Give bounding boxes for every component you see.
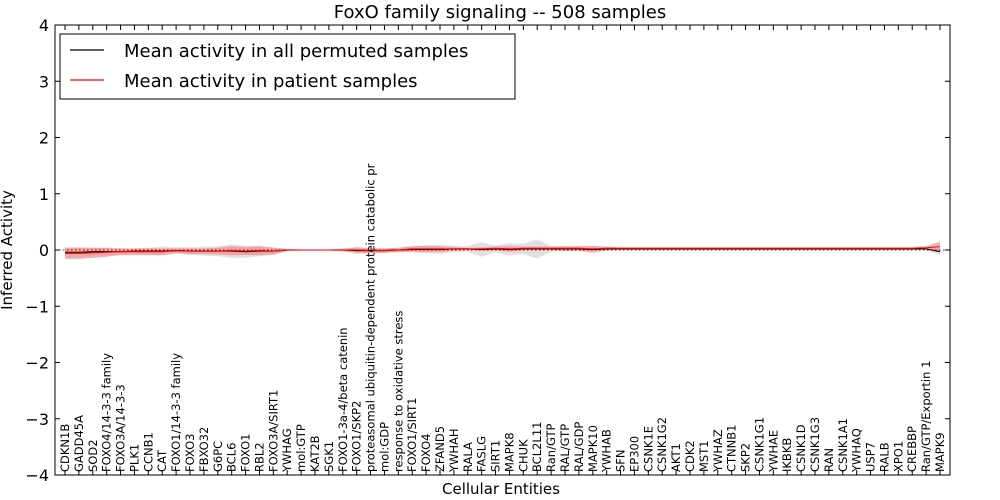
y-tick-label: 1 xyxy=(39,185,49,204)
x-tick-label: YWHAZ xyxy=(711,429,725,473)
x-tick-label: ZFAND5 xyxy=(433,426,447,472)
x-tick-label: CCNB1 xyxy=(141,432,155,472)
x-tick-label: RALA xyxy=(461,442,475,472)
x-tick-label: CSNK1E xyxy=(641,426,655,472)
x-tick-label: mol:GTP xyxy=(294,424,308,472)
x-tick-label: FOXO4/14-3-3 family xyxy=(100,353,114,472)
x-tick-label: FOXO3A/14-3-3 xyxy=(114,384,128,472)
x-tick-label: USP7 xyxy=(864,442,878,472)
y-tick-label: −4 xyxy=(25,466,49,485)
x-tick-label: CTNNB1 xyxy=(725,425,739,472)
legend-box xyxy=(59,33,516,100)
x-tick-label: BCL2L11 xyxy=(530,422,544,472)
x-tick-label: MAPK10 xyxy=(586,425,600,472)
x-tick-label: FOXO1/14-3-3 family xyxy=(169,353,183,472)
x-axis-label: Cellular Entities xyxy=(442,480,560,498)
x-tick-label: SGK1 xyxy=(322,441,336,472)
x-tick-label: MAPK8 xyxy=(502,432,516,472)
y-axis-label: Inferred Activity xyxy=(0,190,16,310)
x-tick-label: MST1 xyxy=(697,440,711,472)
x-tick-label: RBL2 xyxy=(252,442,266,472)
y-tick-label: −3 xyxy=(25,410,49,429)
legend: Mean activity in all permuted samples Me… xyxy=(59,33,516,100)
x-tick-label: RAL/GDP xyxy=(572,422,586,472)
x-tick-label: Ran/GTP/Exportin 1 xyxy=(919,361,933,472)
y-tick-label: 2 xyxy=(39,129,49,148)
x-tick-label: SFN xyxy=(614,449,628,472)
x-tick-label: YWHAH xyxy=(447,428,461,473)
x-tick-label: FOXO1 xyxy=(239,434,253,472)
x-tick-label: CSNK1A1 xyxy=(836,418,850,472)
x-tick-label: YWHAQ xyxy=(850,428,864,473)
x-tick-label: PLK1 xyxy=(127,444,141,472)
x-tick-label: FOXO1-3a-4/beta catenin xyxy=(336,327,350,472)
x-tick-label: SOD2 xyxy=(86,439,100,472)
line-patient xyxy=(65,246,941,254)
chart-title: FoxO family signaling -- 508 samples xyxy=(334,2,666,23)
x-tick-label: CSNK1G2 xyxy=(655,417,669,472)
x-tick-label: CREBBP xyxy=(905,426,919,472)
series-lines xyxy=(65,246,941,254)
x-tick-label: CAT xyxy=(155,449,169,472)
x-tick-label: KAT2B xyxy=(308,435,322,472)
x-tick-label: CSNK1D xyxy=(794,424,808,472)
x-tick-label: FOXO3 xyxy=(183,434,197,472)
x-tick-label: YWHAE xyxy=(766,430,780,473)
y-axis-ticks: −4 −3 −2 −1 0 1 2 3 4 xyxy=(25,16,950,485)
y-tick-label: 4 xyxy=(39,16,49,35)
x-tick-label: RALB xyxy=(877,442,891,472)
x-tick-label: GADD45A xyxy=(72,415,86,472)
x-tick-label: SKP2 xyxy=(739,443,753,472)
x-tick-label: FBXO32 xyxy=(197,427,211,472)
x-tick-label: FOXO4 xyxy=(419,434,433,472)
y-tick-label: 3 xyxy=(39,72,49,91)
x-tick-label: CDK2 xyxy=(683,440,697,472)
x-tick-label: YWHAG xyxy=(280,428,294,473)
x-tick-label: CSNK1G3 xyxy=(808,417,822,472)
x-tick-label: RAL/GTP xyxy=(558,424,572,472)
x-tick-label: XPO1 xyxy=(891,441,905,472)
x-axis-ticks: CDKN1B GADD45A SOD2 FOXO4/14-3-3 family FOXO… xyxy=(58,25,947,475)
x-tick-label: SIRT1 xyxy=(489,440,503,472)
y-tick-label: 0 xyxy=(39,241,49,260)
x-tick-label: AKT1 xyxy=(669,443,683,472)
x-tick-label: IKBKB xyxy=(780,438,794,472)
x-tick-label: EP300 xyxy=(627,436,641,472)
x-tick-label: G6PC xyxy=(211,441,225,472)
x-tick-label: FOXO3A/SIRT1 xyxy=(266,390,280,472)
legend-label-patient: Mean activity in patient samples xyxy=(124,71,418,92)
band-patient xyxy=(65,241,940,259)
x-tick-label: Ran/GTP xyxy=(544,424,558,472)
x-tick-label: FASLG xyxy=(475,436,489,472)
x-tick-label: BCL6 xyxy=(225,443,239,472)
x-tick-label: CSNK1G1 xyxy=(752,417,766,472)
x-tick-label: response to oxidative stress xyxy=(391,311,405,472)
x-tick-label: FOXO1/SKP2 xyxy=(350,401,364,472)
y-tick-label: −2 xyxy=(25,354,49,373)
x-tick-label: CHUK xyxy=(516,439,530,472)
x-tick-label: MAPK9 xyxy=(933,432,947,472)
x-tick-label: YWHAB xyxy=(600,429,614,473)
legend-label-permuted: Mean activity in all permuted samples xyxy=(124,41,468,62)
x-tick-label: proteasomal ubiquitin-dependent protein … xyxy=(364,163,378,472)
x-tick-label: CDKN1B xyxy=(58,424,72,472)
x-tick-label: RAN xyxy=(822,448,836,472)
y-tick-label: −1 xyxy=(25,297,49,316)
x-tick-label: mol:GDP xyxy=(377,422,391,472)
x-tick-label: FOXO1/SIRT1 xyxy=(405,397,419,472)
